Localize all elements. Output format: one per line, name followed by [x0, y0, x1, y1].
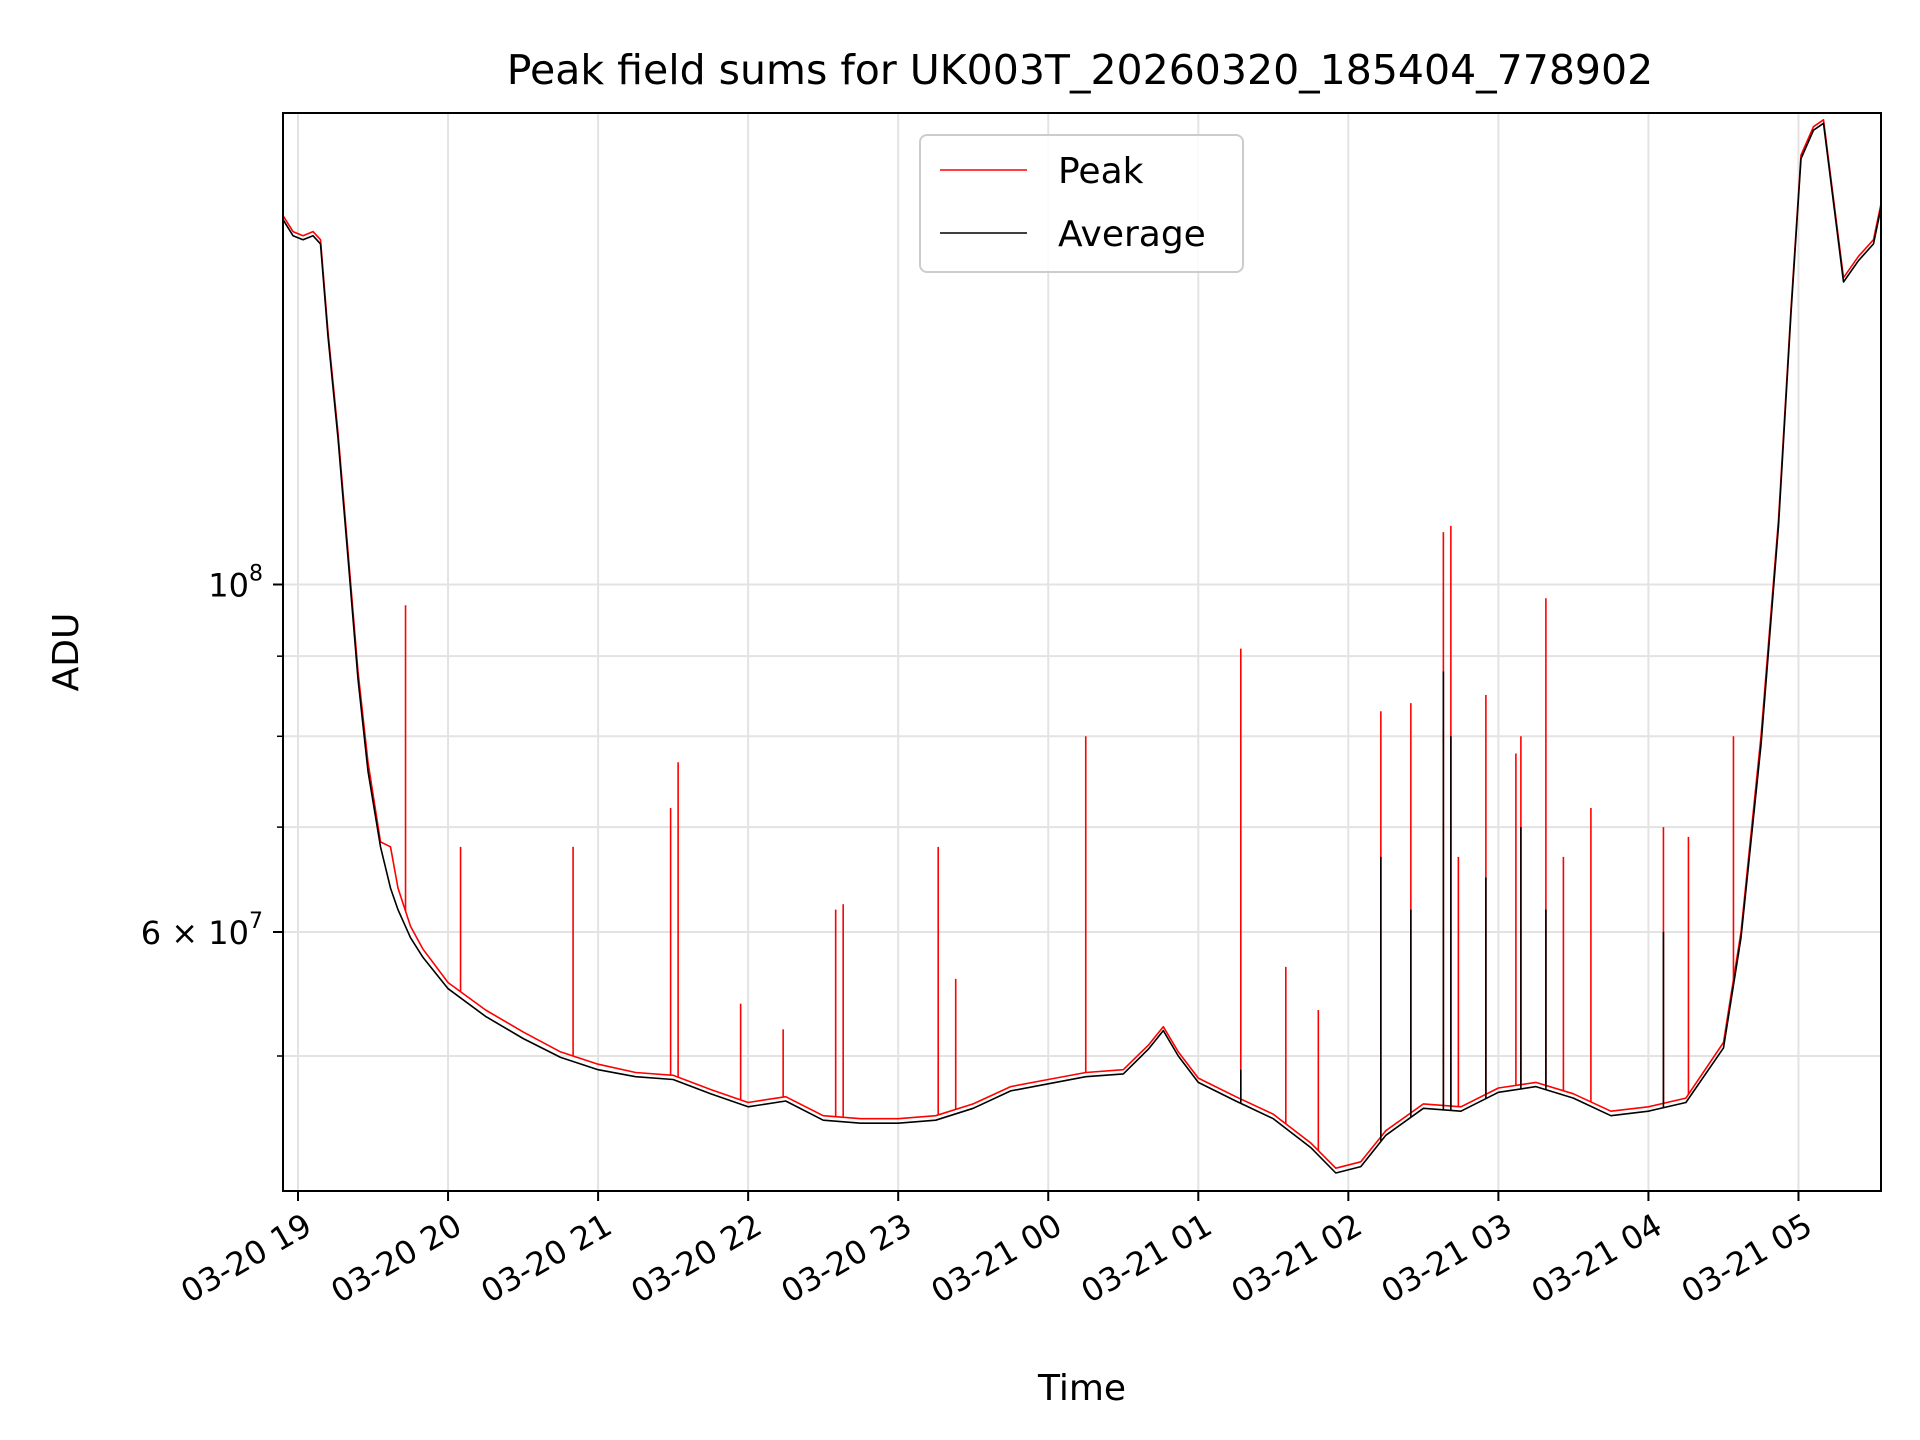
y-axis: 108 6 × 107	[141, 562, 283, 1057]
x-tick-label: 03-21 02	[1225, 1206, 1369, 1311]
x-axis: 03-20 19 03-20 20 03-20 21 03-20 22 03-20 23…	[174, 1191, 1818, 1311]
x-tick-label: 03-21 04	[1525, 1206, 1669, 1311]
series-line-peak	[283, 119, 1881, 1169]
x-tick-label: 03-20 21	[474, 1206, 618, 1311]
x-tick-label: 03-20 20	[324, 1206, 468, 1311]
x-tick-label: 03-20 19	[174, 1206, 318, 1311]
y-axis-label: ADU	[46, 613, 87, 692]
series-layer	[283, 119, 1881, 1174]
x-tick-label: 03-21 05	[1675, 1206, 1819, 1311]
x-axis-label: Time	[1037, 1368, 1126, 1409]
x-tick-label: 03-20 23	[775, 1206, 919, 1311]
x-tick-label: 03-21 01	[1075, 1206, 1219, 1311]
legend-label-average: Average	[1058, 214, 1206, 255]
plot-frame	[282, 112, 1882, 1192]
series-line-average	[283, 122, 1881, 1174]
legend: Peak Average	[919, 134, 1244, 273]
legend-label-peak: Peak	[1058, 151, 1144, 192]
y-tick-label: 108	[208, 562, 263, 605]
x-tick-label: 03-20 22	[625, 1206, 769, 1311]
grid	[283, 113, 1881, 1191]
x-tick-label: 03-21 03	[1375, 1206, 1519, 1311]
y-tick-label: 6 × 107	[141, 909, 263, 952]
chart-title: Peak field sums for UK003T_20260320_1854…	[507, 46, 1653, 94]
x-tick-label: 03-21 00	[925, 1206, 1069, 1311]
